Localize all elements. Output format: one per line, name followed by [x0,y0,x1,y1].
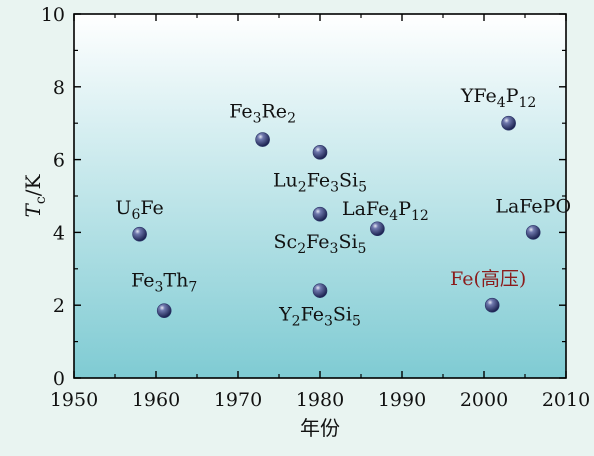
data-point [312,145,328,160]
y-tick-label: 4 [53,222,65,244]
data-point [484,297,500,313]
y-tick-label: 10 [41,4,65,26]
y-tick-label: 0 [53,368,65,390]
data-point [312,283,328,298]
point-label: Fe3Th7 [131,270,197,296]
y-tick-label: 2 [53,295,65,317]
y-tick-label: 6 [53,150,65,172]
point-label: YFe4P12 [460,85,536,111]
x-tick-label: 1970 [214,389,262,411]
point-label: Fe3Re2 [229,101,296,127]
x-tick-label: 1990 [378,389,426,411]
point-label: LaFe4P12 [342,198,429,224]
data-point [501,115,516,131]
point-label: U6Fe [115,197,163,223]
y-tick-label: 8 [53,77,65,99]
point-label: Sc2Fe3Si5 [274,231,367,257]
x-axis-label: 年份 [300,416,340,440]
axes: 1950 1960 1970 1980 1990 2000 2010 0 2 4 6 8 10 年份 Tc/… [21,4,590,440]
data-point [132,226,147,242]
point-label: LaFePO [495,195,571,217]
plot-area [74,14,566,378]
x-tick-label: 1980 [296,389,344,411]
data-points [132,115,541,318]
data-point [312,206,328,222]
x-tick-label: 1950 [50,389,98,411]
point-label: Y2Fe3Si5 [278,304,361,330]
data-point [156,303,172,318]
data-point [370,221,385,237]
point-labels: U6Fe Fe3Th7 Fe3Re2 Lu2Fe3Si5 Sc2Fe3Si5 Y2Fe3S… [115,85,571,329]
x-tick-label: 2010 [542,389,590,411]
x-tick-label: 1960 [132,389,180,411]
point-label: Lu2Fe3Si5 [273,169,367,195]
point-label: Fe(高压) [450,268,526,290]
data-point [255,132,270,147]
data-point [525,225,541,240]
y-axis-label: Tc/K [21,174,49,218]
x-tick-label: 2000 [460,389,508,411]
